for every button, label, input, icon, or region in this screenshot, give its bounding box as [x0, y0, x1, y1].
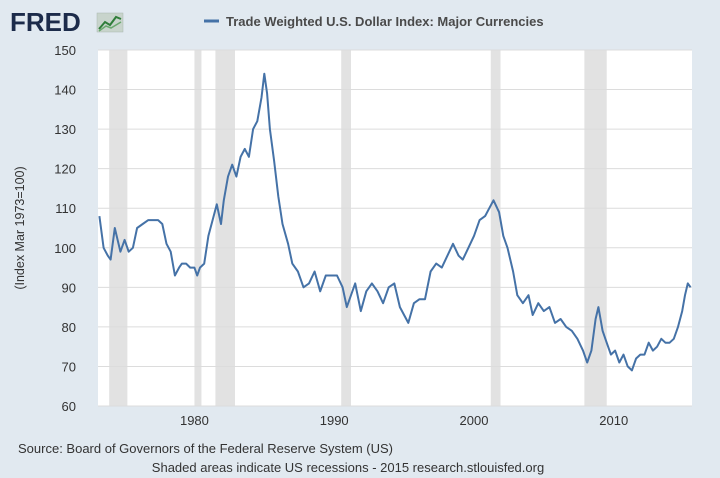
y-tick-label-100: 100 [54, 241, 76, 256]
y-tick-label-120: 120 [54, 162, 76, 177]
y-tick-label-150: 150 [54, 43, 76, 58]
legend-entry: Trade Weighted U.S. Dollar Index: Major … [226, 14, 544, 29]
recession-band-3 [341, 50, 351, 406]
y-tick-label-90: 90 [62, 280, 76, 295]
y-axis-title: (Index Mar 1973=100) [13, 166, 27, 289]
chart-trend-icon [96, 12, 124, 33]
recession-band-2 [215, 50, 235, 406]
x-tick-label-2010: 2010 [599, 413, 628, 428]
source-note: Source: Board of Governors of the Federa… [18, 441, 393, 456]
y-tick-label-60: 60 [62, 399, 76, 414]
y-tick-label-130: 130 [54, 122, 76, 137]
recession-note: Shaded areas indicate US recessions - 20… [152, 460, 544, 475]
x-tick-label-1980: 1980 [180, 413, 209, 428]
y-tick-label-70: 70 [62, 359, 76, 374]
recession-band-5 [584, 50, 607, 406]
y-axis-ticks: 60 70 80 90 100 110 120 130 140 150 [54, 43, 76, 414]
x-tick-label-1990: 1990 [320, 413, 349, 428]
y-tick-label-140: 140 [54, 83, 76, 98]
recession-band-4 [490, 50, 501, 406]
fred-logo-text: FRED [10, 7, 81, 37]
x-axis-ticks: 1980 1990 2000 2010 [180, 413, 628, 428]
y-tick-label-110: 110 [55, 201, 76, 216]
recession-band-0 [109, 50, 128, 406]
y-tick-label-80: 80 [62, 320, 76, 335]
series-line-trade-weighted-dollar-index [98, 72, 692, 372]
x-tick-label-2000: 2000 [460, 413, 489, 428]
recession-band-1 [194, 50, 202, 406]
